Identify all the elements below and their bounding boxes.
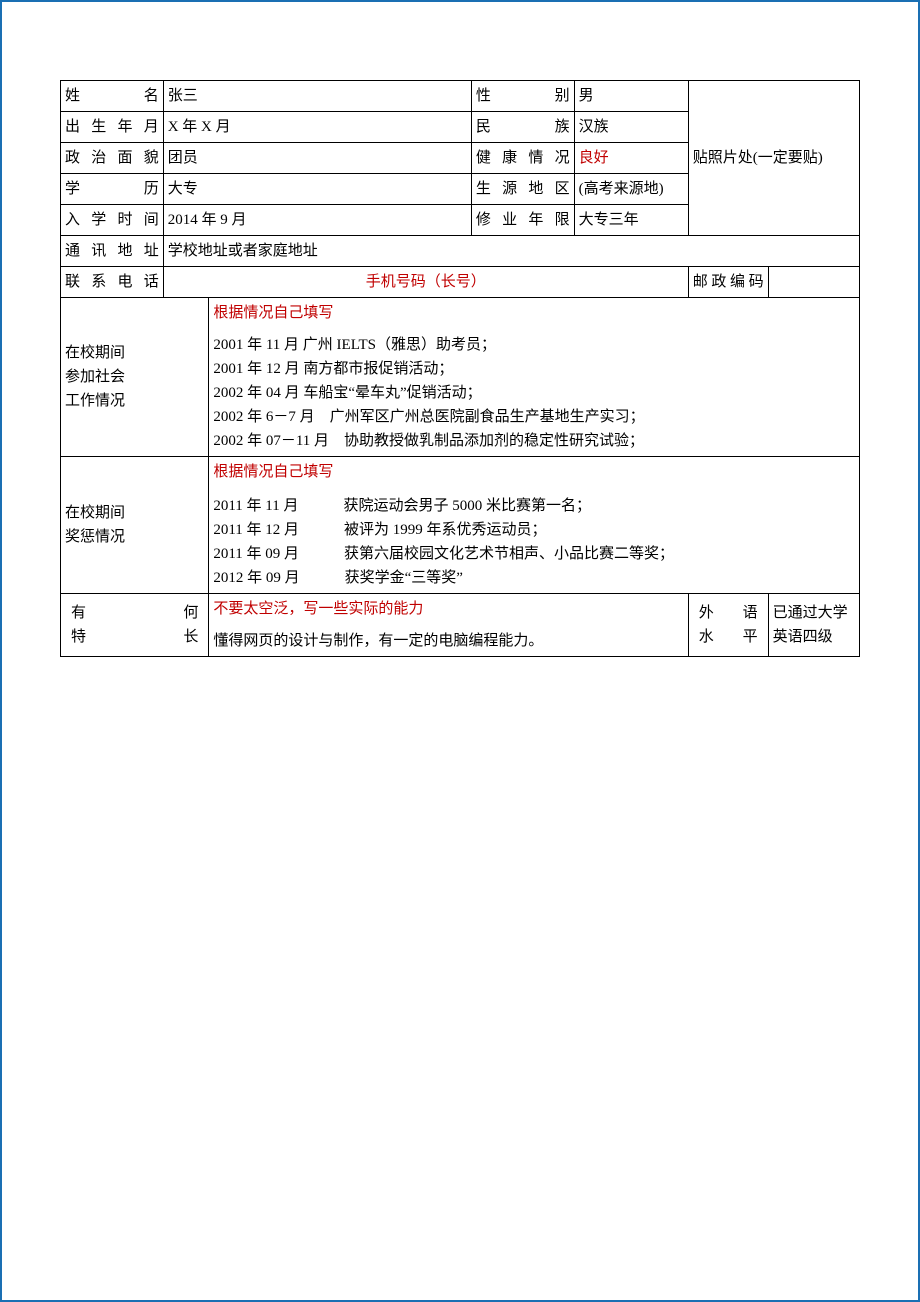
label-enroll: 入学时间 (61, 205, 164, 236)
label-birth: 出生年月 (61, 112, 164, 143)
list-item: 2001 年 11 月 广州 IELTS（雅思）助考员； (213, 337, 496, 353)
value-origin: (高考来源地) (574, 174, 688, 205)
value-health: 良好 (574, 143, 688, 174)
list-item: 2002 年 6－7 月 广州军区广州总医院副食品生产基地生产实习； (213, 409, 644, 425)
label-social-work: 在校期间 参加社会 工作情况 (61, 298, 209, 457)
label-education: 学 历 (61, 174, 164, 205)
value-politics: 团员 (163, 143, 471, 174)
list-item: 2001 年 12 月 南方都市报促销活动； (213, 361, 453, 377)
label-skills: 有 何 特 长 (61, 594, 209, 657)
value-studyyears: 大专三年 (574, 205, 688, 236)
value-ethnicity: 汉族 (574, 112, 688, 143)
resume-table: 姓 名 张三 性 别 男 贴照片处(一定要贴) 出生年月 X 年 X 月 民 族… (60, 80, 860, 657)
label-name: 姓 名 (61, 81, 164, 112)
table-row: 姓 名 张三 性 别 男 贴照片处(一定要贴) (61, 81, 860, 112)
table-row: 在校期间 参加社会 工作情况 根据情况自己填写 2001 年 11 月 广州 I… (61, 298, 860, 457)
list-item: 2011 年 11 月 获院运动会男子 5000 米比赛第一名； (213, 498, 591, 514)
label-studyyears: 修业年限 (471, 205, 574, 236)
value-skills: 不要太空泛，写一些实际的能力 懂得网页的设计与制作，有一定的电脑编程能力。 (209, 594, 688, 657)
value-address: 学校地址或者家庭地址 (163, 236, 859, 267)
label-origin: 生源地区 (471, 174, 574, 205)
label-postcode: 邮政编码 (688, 267, 768, 298)
table-row: 在校期间 奖惩情况 根据情况自己填写 2011 年 11 月 获院运动会男子 5… (61, 457, 860, 594)
label-phone: 联系电话 (61, 267, 164, 298)
list-item: 2012 年 09 月 获奖学金“三等奖” (213, 570, 463, 586)
list-item: 2011 年 09 月 获第六届校园文化艺术节相声、小品比赛二等奖； (213, 546, 674, 562)
table-row: 通讯地址 学校地址或者家庭地址 (61, 236, 860, 267)
value-language: 已通过大学英语四级 (768, 594, 859, 657)
label-politics: 政治面貌 (61, 143, 164, 174)
label-health: 健康情况 (471, 143, 574, 174)
value-education: 大专 (163, 174, 471, 205)
value-gender: 男 (574, 81, 688, 112)
table-row: 有 何 特 长 不要太空泛，写一些实际的能力 懂得网页的设计与制作，有一定的电脑… (61, 594, 860, 657)
label-awards: 在校期间 奖惩情况 (61, 457, 209, 594)
label-ethnicity: 民 族 (471, 112, 574, 143)
table-row: 联系电话 手机号码（长号） 邮政编码 (61, 267, 860, 298)
value-awards: 根据情况自己填写 2011 年 11 月 获院运动会男子 5000 米比赛第一名… (209, 457, 860, 594)
value-phone: 手机号码（长号） (163, 267, 688, 298)
value-name: 张三 (163, 81, 471, 112)
value-enroll: 2014 年 9 月 (163, 205, 471, 236)
value-birth: X 年 X 月 (163, 112, 471, 143)
list-item: 2002 年 04 月 车船宝“晕车丸”促销活动； (213, 385, 481, 401)
label-address: 通讯地址 (61, 236, 164, 267)
list-item: 2002 年 07－11 月 协助教授做乳制品添加剂的稳定性研究试验； (213, 433, 644, 449)
list-item: 2011 年 12 月 被评为 1999 年系优秀运动员； (213, 522, 546, 538)
value-social-work: 根据情况自己填写 2001 年 11 月 广州 IELTS（雅思）助考员； 20… (209, 298, 860, 457)
value-postcode (768, 267, 859, 298)
photo-placeholder: 贴照片处(一定要贴) (688, 81, 859, 236)
page-frame: 姓 名 张三 性 别 男 贴照片处(一定要贴) 出生年月 X 年 X 月 民 族… (0, 0, 920, 1302)
label-language: 外 语 水 平 (688, 594, 768, 657)
label-gender: 性 别 (471, 81, 574, 112)
